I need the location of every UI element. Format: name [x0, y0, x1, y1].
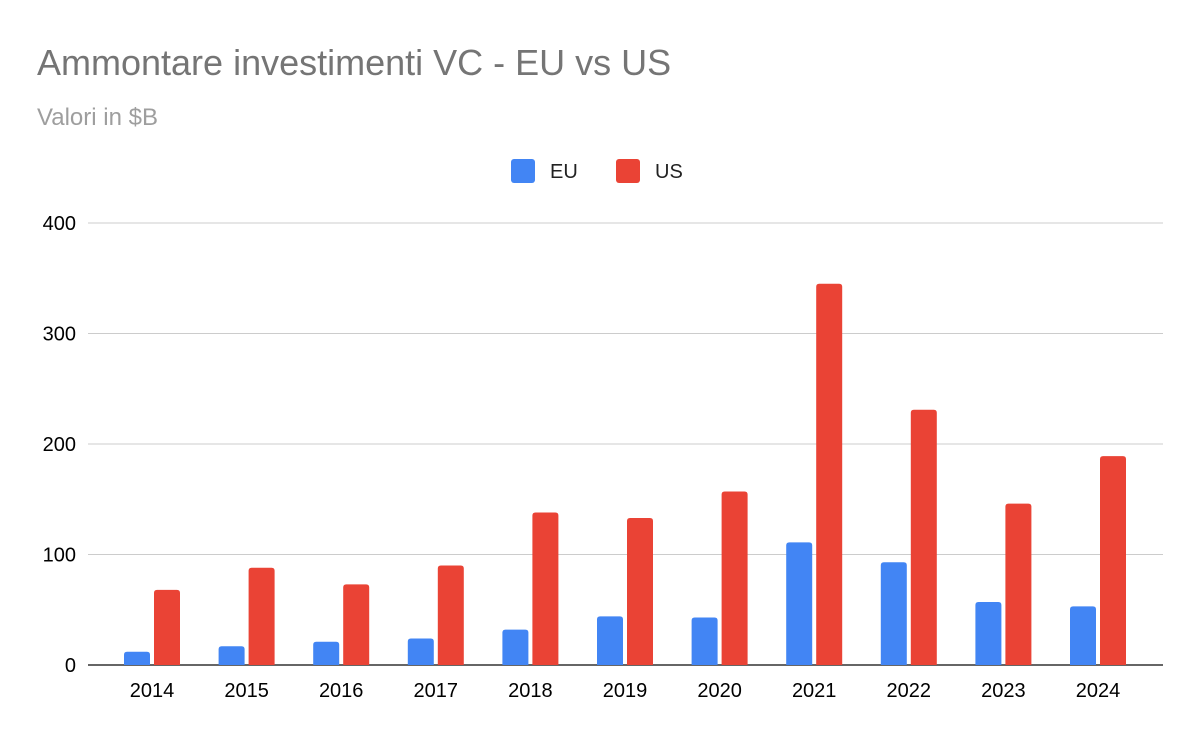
bar-eu-2022 — [880, 562, 907, 665]
y-tick-label: 0 — [65, 655, 76, 677]
x-tick-label: 2020 — [697, 680, 742, 702]
bar-eu-2021 — [786, 542, 813, 665]
x-tick-label: 2016 — [319, 680, 364, 702]
legend-label-eu: EU — [550, 161, 578, 183]
bar-us-2016 — [343, 584, 370, 665]
bar-us-2021 — [816, 283, 843, 665]
x-tick-label: 2022 — [887, 680, 932, 702]
chart-subtitle: Valori in $B — [37, 104, 158, 131]
x-tick-label: 2017 — [414, 680, 459, 702]
x-tick-label: 2018 — [508, 680, 553, 702]
bar-us-2022 — [910, 409, 937, 665]
bar-us-2023 — [1005, 503, 1032, 665]
bar-us-2024 — [1100, 456, 1126, 665]
legend-label-us: US — [655, 161, 683, 183]
bar-us-2019 — [627, 518, 653, 665]
bar-us-2015 — [248, 567, 275, 665]
bar-eu-2024 — [1070, 606, 1096, 665]
x-tick-label: 2023 — [981, 680, 1026, 702]
x-tick-label: 2015 — [224, 680, 269, 702]
y-tick-label: 100 — [43, 545, 76, 567]
chart-title: Ammontare investimenti VC - EU vs US — [37, 42, 671, 83]
bar-eu-2017 — [407, 638, 434, 665]
bar-eu-2015 — [218, 646, 245, 665]
bar-eu-2016 — [313, 641, 340, 665]
y-tick-label: 200 — [43, 434, 76, 456]
x-tick-label: 2021 — [792, 680, 837, 702]
bar-eu-2023 — [975, 602, 1002, 665]
bar-eu-2014 — [124, 651, 150, 665]
bar-us-2018 — [532, 512, 559, 665]
bar-us-2017 — [437, 565, 464, 665]
bar-us-2020 — [721, 491, 748, 665]
x-tick-label: 2024 — [1076, 680, 1121, 702]
x-tick-label: 2014 — [130, 680, 175, 702]
y-tick-label: 400 — [43, 213, 76, 235]
bar-us-2014 — [154, 589, 180, 665]
bar-eu-2018 — [502, 629, 529, 665]
y-tick-label: 300 — [43, 324, 76, 346]
legend-swatch-eu — [511, 159, 535, 183]
x-tick-label: 2019 — [603, 680, 648, 702]
legend-swatch-us — [616, 159, 640, 183]
legend: EU US — [511, 159, 683, 183]
bar-eu-2019 — [597, 616, 623, 665]
bar-eu-2020 — [691, 617, 718, 665]
